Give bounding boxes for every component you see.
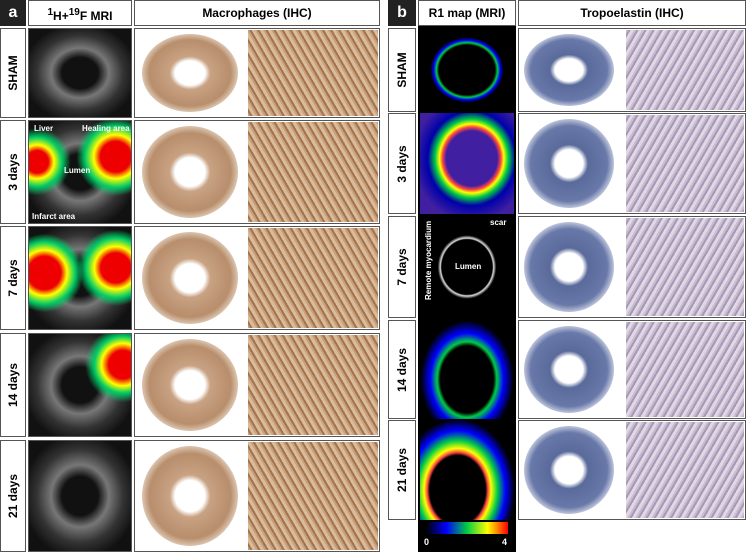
row-label: 3 days (388, 113, 416, 214)
tissue-section (524, 34, 614, 106)
column-header: 1H+19F MRI (28, 0, 132, 26)
r1-image (420, 113, 514, 214)
zoom-image (248, 335, 378, 435)
zoom-image (626, 218, 744, 316)
mri-image (28, 120, 132, 224)
annotation: Liver (34, 124, 54, 133)
r1-image (420, 216, 514, 318)
annotation: Remote myocardium (424, 220, 433, 300)
row-label: SHAM (0, 28, 26, 118)
zoom-image (248, 228, 378, 328)
zoom-image (626, 422, 744, 518)
annotation: scar (490, 218, 507, 227)
row-label-text: 7 days (395, 248, 409, 286)
tissue-section (142, 126, 238, 218)
row-label: SHAM (388, 28, 416, 112)
row-label: 14 days (0, 333, 26, 437)
zoom-image (248, 30, 378, 116)
text: F MRI (79, 9, 113, 23)
column-header: Tropoelastin (IHC) (518, 0, 746, 26)
tissue-section (142, 232, 238, 324)
mri-image (28, 440, 132, 552)
column-header: Macrophages (IHC) (134, 0, 380, 26)
row-label: 21 days (0, 440, 26, 552)
mri-image (28, 333, 132, 437)
tissue-section (524, 222, 614, 312)
tissue-section (142, 34, 238, 112)
zoom-image (248, 442, 378, 550)
tissue-section (524, 426, 614, 514)
row-label: 21 days (388, 420, 416, 520)
tissue-section (524, 326, 614, 413)
mri-image (28, 226, 132, 330)
colorbar-label: 4 (502, 537, 508, 547)
tissue-section (142, 339, 238, 431)
row-label: 3 days (0, 120, 26, 224)
tissue-section (524, 119, 614, 208)
r1-image (420, 420, 514, 520)
row-label: 14 days (388, 320, 416, 419)
row-label-text: 7 days (6, 259, 20, 297)
superscript: 19 (68, 7, 80, 18)
r1-image (420, 28, 514, 112)
superscript: 1 (47, 7, 54, 18)
annotation: Lumen (455, 262, 482, 271)
row-label: 7 days (388, 216, 416, 318)
text: H+ (53, 9, 69, 23)
row-label-text: 3 days (6, 153, 20, 191)
zoom-image (626, 322, 744, 417)
row-label-text: SHAM (395, 52, 409, 88)
row-label-text: SHAM (6, 55, 20, 91)
row-label-text: 21 days (6, 473, 20, 519)
zoom-image (626, 30, 744, 110)
annotation: Healing area (82, 124, 130, 133)
row-label: 7 days (0, 226, 26, 330)
colorbar-label: 0 (424, 537, 430, 547)
colorbar (426, 522, 508, 534)
panel-label: b (388, 0, 416, 26)
annotation: Infarct area (32, 212, 76, 221)
row-label-text: 21 days (395, 447, 409, 493)
annotation: Lumen (64, 166, 91, 175)
column-header: R1 map (MRI) (418, 0, 516, 26)
zoom-image (626, 115, 744, 212)
zoom-image (248, 122, 378, 222)
mri-image (28, 28, 132, 118)
row-label-text: 14 days (6, 362, 20, 408)
row-label-text: 14 days (395, 347, 409, 392)
row-label-text: 3 days (395, 144, 409, 183)
tissue-section (142, 446, 238, 546)
panel-label: a (0, 0, 26, 26)
r1-image (420, 320, 514, 419)
